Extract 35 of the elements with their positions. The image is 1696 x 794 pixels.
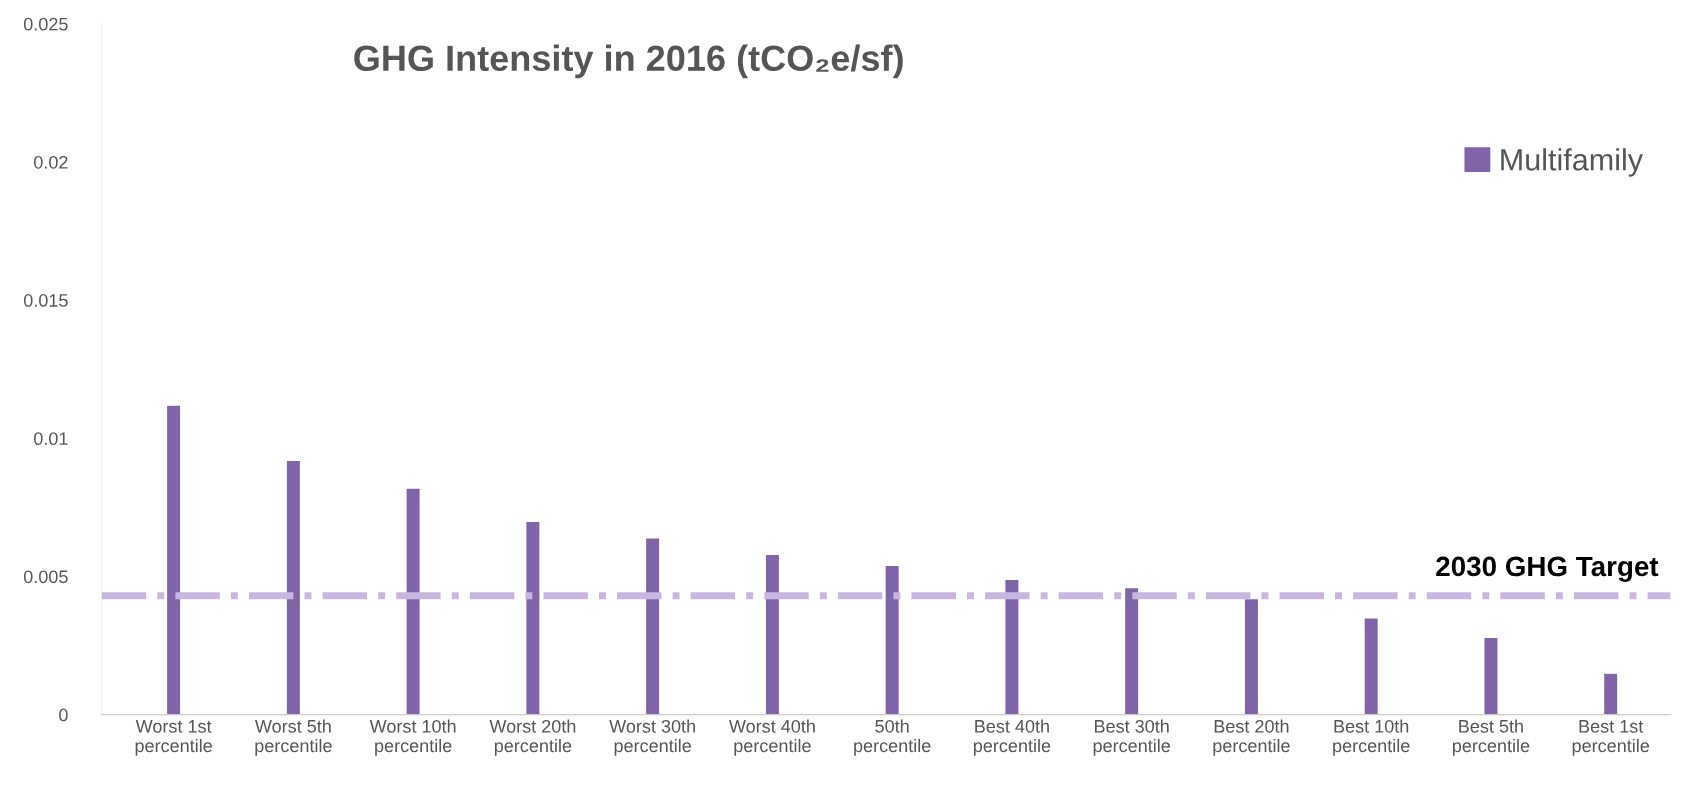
- bar: [165, 404, 182, 715]
- bar: [1483, 636, 1499, 715]
- bar: [1363, 617, 1380, 715]
- bar: [1602, 672, 1619, 715]
- bar: [1123, 586, 1140, 715]
- x-tick-label: Worst 1st percentile: [135, 720, 212, 756]
- bar: [525, 520, 541, 715]
- x-tick-label: Worst 10th percentile: [369, 719, 456, 756]
- x-tick-label: Best 10th percentile: [1333, 719, 1410, 756]
- x-tick-label: Worst 20th percentile: [489, 719, 576, 756]
- bar: [764, 553, 781, 715]
- legend-label: Multifamily: [1501, 148, 1644, 177]
- x-tick-label: Best 20th percentile: [1213, 719, 1290, 756]
- x-tick-label: Best 30th percentile: [1093, 719, 1170, 756]
- x-tick-label: 50th percentile: [854, 719, 931, 756]
- bar: [1243, 597, 1260, 715]
- x-tick-label: Best 40th percentile: [973, 719, 1051, 756]
- bar: [1004, 578, 1020, 715]
- ref-line-label: 2030 GHG Target: [1436, 556, 1659, 582]
- bar: [405, 487, 422, 715]
- y-tick-label: 0.02: [33, 155, 68, 169]
- y-tick-label: 0.015: [23, 294, 68, 307]
- bar: [884, 564, 901, 715]
- bar: [644, 537, 661, 715]
- x-tick-label: Best 5th percentile: [1452, 719, 1530, 756]
- y-tick-label: 0.025: [23, 17, 68, 31]
- y-tick-label: 0: [59, 708, 68, 722]
- bar: [285, 459, 302, 715]
- y-tick-label: 0.005: [23, 570, 68, 584]
- x-tick-label: Best 1st percentile: [1572, 720, 1650, 756]
- x-tick-label: Worst 40th percentile: [728, 719, 815, 756]
- y-tick-label: 0.01: [33, 432, 68, 446]
- text: GHG Intensity in 2016 (tCO₂e/sf): [354, 44, 903, 79]
- x-tick-label: Worst 30th percentile: [609, 719, 695, 756]
- x-tick-label: Worst 5th percentile: [254, 719, 332, 756]
